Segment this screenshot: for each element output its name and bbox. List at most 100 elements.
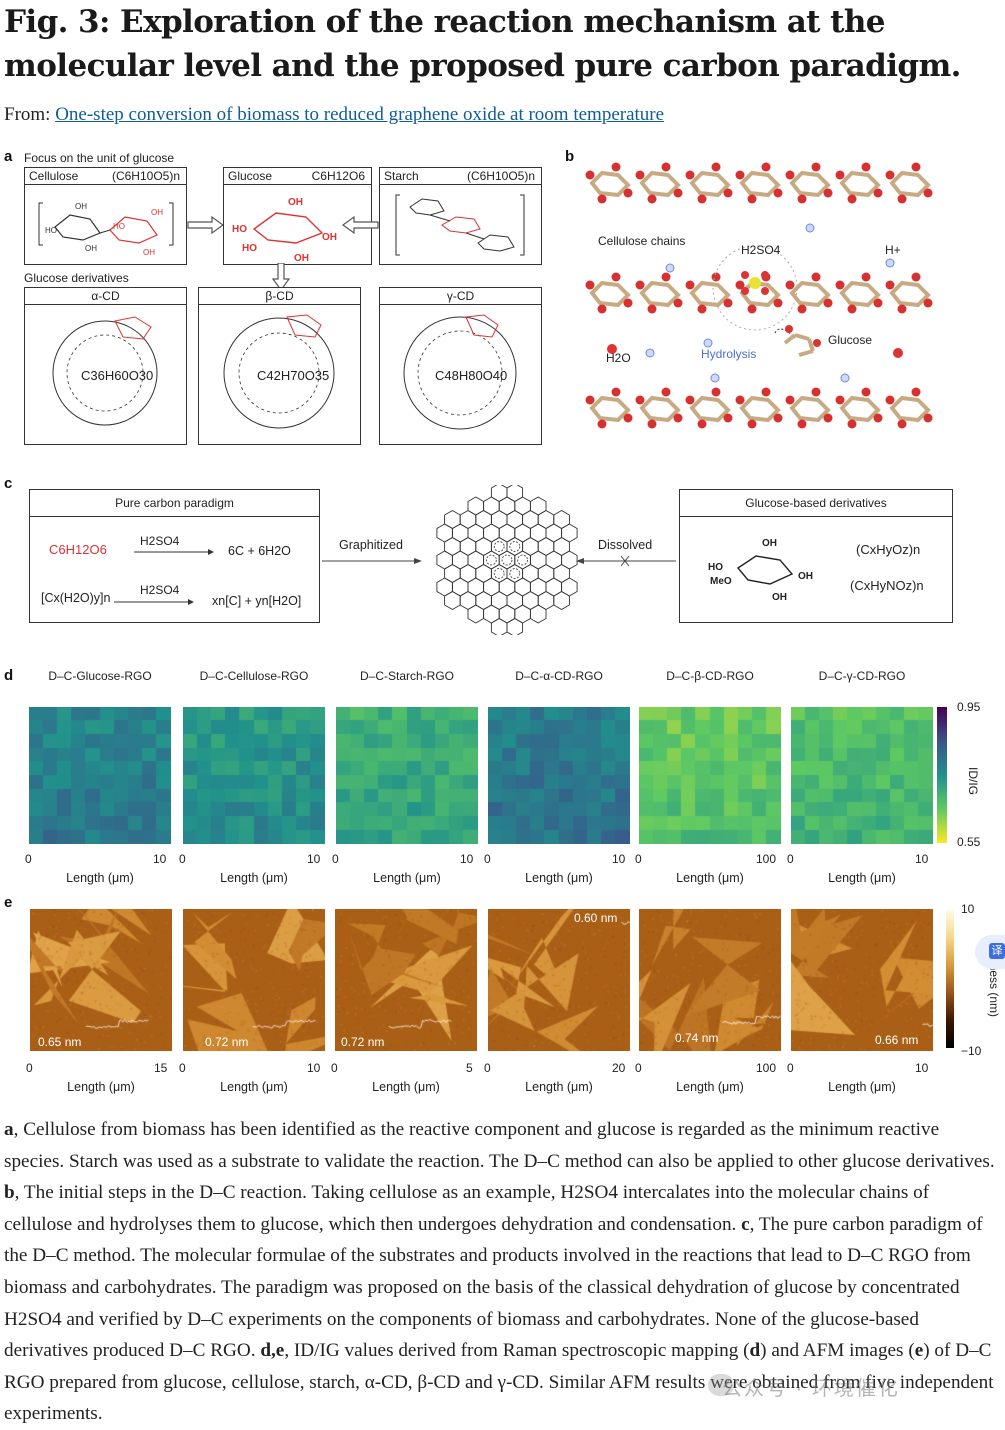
glucose-unit: [735, 387, 783, 429]
caption-b-label: b: [4, 1182, 15, 1204]
figure: a Focus on the unit of glucose Cellulose…: [0, 145, 1005, 1115]
afm-height-label: 0.72 nm: [341, 1035, 385, 1049]
afm-x-label: Length (μm): [828, 1080, 896, 1094]
afm-x-min: 0: [179, 1061, 186, 1075]
starch-formula: (C6H10O5)n: [466, 169, 535, 183]
svg-text:OH: OH: [322, 232, 337, 243]
afm-x-max: 15: [154, 1061, 168, 1075]
thickness-colorbar: [946, 910, 954, 1048]
translate-button[interactable]: 译: [975, 935, 1005, 969]
article-link[interactable]: One-step conversion of biomass to reduce…: [55, 104, 665, 125]
afm-x-label: Length (μm): [372, 1080, 440, 1094]
afm-x-min: 0: [331, 1061, 338, 1075]
reaction1-condition: H2SO4: [140, 534, 180, 548]
graphene-lattice: [436, 485, 578, 635]
svg-text:HO: HO: [708, 562, 723, 573]
glucose-unit: [635, 387, 683, 429]
glucose-unit: [885, 162, 933, 204]
hplus-label: H+: [885, 243, 901, 257]
pure-carbon-box: Pure carbon paradigm C6H12O6 H2SO4 6C + …: [29, 489, 320, 623]
raman-x-min: 0: [179, 852, 186, 866]
from-line: From: One-step conversion of biomass to …: [4, 104, 664, 126]
cellulose-structure: OH HO OH HO OH OH: [38, 202, 174, 257]
afm-height-label: 0.72 nm: [205, 1035, 249, 1049]
raman-map-title: D–C-Starch-RGO: [359, 669, 454, 683]
derivatives-title: Glucose-based derivatives: [680, 490, 952, 517]
graphitized-label: Graphitized: [339, 538, 403, 552]
panel-b-label: b: [565, 148, 575, 165]
raman-x-min: 0: [635, 852, 642, 866]
hexagon-cell: [490, 617, 508, 635]
caption-a-label: a: [4, 1119, 14, 1140]
raman-x-label: Length (μm): [828, 871, 896, 885]
aromatic-ring: [501, 554, 513, 566]
raman-x-max: 10: [307, 852, 321, 866]
wechat-icon: [708, 1374, 734, 1396]
afm-height-label: 0.60 nm: [574, 911, 618, 925]
glucose-unit: [835, 272, 883, 314]
raman-map-title: D–C-Cellulose-RGO: [199, 669, 309, 683]
cellulose-chains: [585, 162, 933, 429]
watermark: 公众号 · 环境催化: [722, 1378, 900, 1400]
pure-carbon-title: Pure carbon paradigm: [30, 490, 319, 517]
afm-x-min: 0: [484, 1061, 491, 1075]
afm-image: [488, 909, 630, 1051]
raman-map-title: D–C-Glucose-RGO: [48, 669, 152, 683]
raman-x-max: 10: [460, 852, 474, 866]
idig-colorbar: [937, 707, 947, 843]
raman-map: [639, 707, 781, 844]
panel-e-label: e: [4, 894, 13, 911]
svg-text:HO: HO: [113, 222, 125, 231]
raman-x-min: 0: [484, 852, 491, 866]
cellulose-chains-label: Cellulose chains: [598, 234, 686, 248]
glucose-box: Glucose C6H12O6 OH HO HO OH OH: [223, 167, 372, 265]
raman-x-label: Length (μm): [676, 871, 744, 885]
hexagon-cell: [561, 577, 578, 597]
beta-cd-box: β-CD C42H70O35: [198, 287, 361, 445]
glucose-unit: [885, 387, 933, 429]
arrow-starch-to-glucose: [341, 215, 379, 235]
afm-x-max: 10: [307, 1061, 321, 1075]
raman-map: [791, 707, 933, 844]
starch-structure: [395, 194, 525, 256]
afm-x-label: Length (μm): [525, 1080, 593, 1094]
glucose-unit: [735, 162, 783, 204]
hexagon-cell: [490, 485, 508, 503]
afm-image: [791, 909, 933, 1051]
raman-map: [183, 707, 325, 844]
dissolved-label: Dissolved: [598, 538, 653, 552]
idig-cbar-max: 0.95: [957, 700, 981, 714]
caption-de-label: d,e: [260, 1340, 285, 1362]
hexagon-cell: [506, 617, 524, 635]
afm-height-label: 0.65 nm: [38, 1035, 82, 1049]
hexagon-cell: [561, 550, 578, 570]
dissolved-arrow: [576, 555, 676, 567]
alpha-cd-formula: C36H60O30: [81, 368, 154, 383]
alpha-cd-box: α-CD C36H60O30: [24, 287, 187, 445]
svg-text:OH: OH: [798, 571, 813, 582]
focus-text: Focus on the unit of glucose: [24, 151, 175, 165]
raman-x-label: Length (μm): [66, 871, 134, 885]
aromatic-ring: [509, 568, 521, 579]
gamma-cd-box: γ-CD C48H80O40: [379, 287, 542, 445]
cellulose-box: Cellulose (C6H10O5)n OH HO OH HO OH OH: [24, 167, 187, 265]
graphitized-arrow: [322, 558, 422, 564]
afm-x-label: Length (μm): [676, 1080, 744, 1094]
caption-b-text: , The initial steps in the D–C reaction.…: [4, 1182, 930, 1235]
raman-x-min: 0: [332, 852, 339, 866]
glucose-unit: [685, 387, 733, 429]
raman-x-max: 10: [915, 852, 929, 866]
raman-map-title: D–C-β-CD-RGO: [666, 669, 754, 683]
gamma-cd-structure: [403, 314, 517, 430]
svg-text:OH: OH: [762, 538, 777, 549]
panel-a-label: a: [4, 148, 13, 165]
raman-map-title: D–C-α-CD-RGO: [515, 669, 603, 683]
panel-c-label: c: [4, 475, 13, 492]
svg-text:HO: HO: [232, 224, 247, 235]
afm-image: [639, 909, 781, 1051]
caption-c-text: , The pure carbon paradigm of the D–C me…: [4, 1213, 983, 1362]
glucose-unit: [635, 162, 683, 204]
h2o-label: H2O: [606, 351, 631, 365]
raman-map: [29, 707, 171, 844]
cellulose-formula: (C6H10O5)n: [111, 169, 180, 183]
